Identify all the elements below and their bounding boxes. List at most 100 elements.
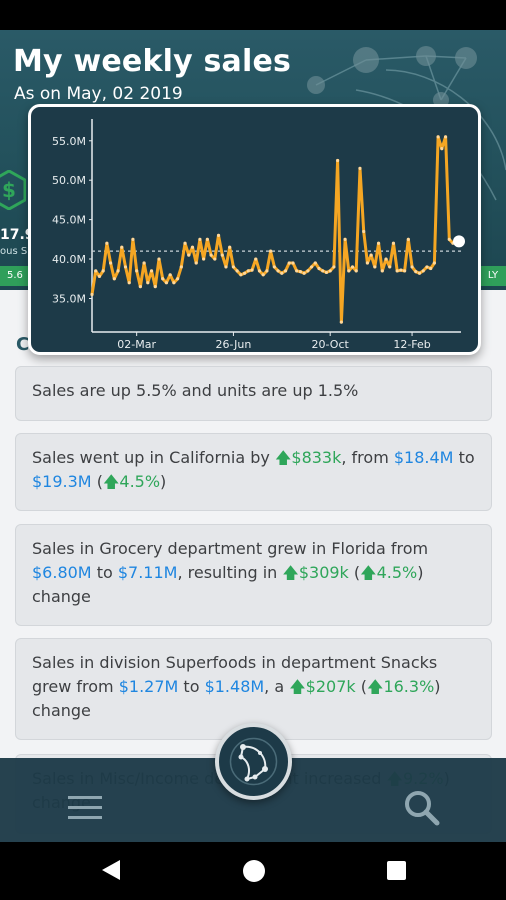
insights-heading: C bbox=[16, 334, 30, 355]
data-point bbox=[287, 261, 291, 265]
y-tick-label: 50.0M bbox=[52, 174, 86, 187]
data-point bbox=[380, 269, 384, 273]
data-point bbox=[131, 237, 135, 241]
data-point bbox=[213, 257, 217, 261]
home-circle-icon[interactable] bbox=[243, 860, 265, 882]
data-point bbox=[224, 265, 228, 269]
kpi-ly-badge: LY bbox=[480, 266, 506, 286]
network-logo-icon bbox=[229, 737, 278, 786]
insight-text: to bbox=[178, 677, 205, 696]
data-point bbox=[142, 261, 146, 265]
data-point bbox=[350, 265, 355, 269]
data-point bbox=[112, 277, 116, 281]
amount-value: $19.3M bbox=[32, 472, 92, 491]
network-logo-button[interactable] bbox=[215, 723, 292, 800]
amount-value: $7.11M bbox=[117, 563, 178, 582]
data-point bbox=[254, 257, 258, 261]
data-point bbox=[216, 233, 221, 237]
dollar-shield-icon: $ bbox=[0, 170, 26, 210]
data-point bbox=[239, 273, 243, 277]
data-point bbox=[328, 269, 332, 273]
x-tick-label: 02-Mar bbox=[117, 338, 156, 351]
insight-text: , from bbox=[341, 448, 394, 467]
data-point bbox=[157, 257, 161, 261]
data-point bbox=[280, 271, 284, 275]
data-point bbox=[209, 253, 213, 257]
data-point bbox=[373, 265, 377, 269]
data-point bbox=[161, 277, 165, 281]
status-bar bbox=[0, 0, 506, 30]
data-point bbox=[410, 265, 414, 269]
insight-card[interactable]: Sales in Grocery department grew in Flor… bbox=[15, 524, 492, 626]
data-point bbox=[425, 265, 429, 269]
data-point bbox=[343, 237, 347, 241]
data-point bbox=[395, 269, 399, 273]
data-point bbox=[354, 269, 358, 273]
data-point bbox=[391, 241, 396, 245]
sales-chart-card[interactable]: 35.0M 40.0M 45.0M 50.0M 55.0M 02-Mar 26-Jun 20… bbox=[28, 104, 481, 355]
amount-value: $6.80M bbox=[32, 563, 92, 582]
network-decoration-icon bbox=[307, 46, 506, 201]
x-tick-label: 12-Feb bbox=[393, 338, 430, 351]
insight-text: ) change bbox=[32, 677, 441, 720]
data-point bbox=[365, 261, 370, 265]
search-icon[interactable] bbox=[402, 788, 442, 828]
amount-value: $1.27M bbox=[118, 677, 179, 696]
y-tick-label: 40.0M bbox=[52, 253, 86, 266]
data-point bbox=[109, 261, 113, 265]
data-point bbox=[183, 241, 187, 245]
data-point bbox=[298, 270, 303, 274]
back-triangle-icon[interactable] bbox=[101, 859, 121, 881]
data-point bbox=[321, 269, 325, 273]
page-title: My weekly sales bbox=[13, 44, 292, 79]
y-tick-label: 45.0M bbox=[52, 214, 86, 227]
insight-text: Sales in Grocery department grew in Flor… bbox=[32, 539, 429, 558]
insight-text: Sales are up 5.5% and units are up 1.5% bbox=[32, 381, 359, 400]
data-point bbox=[257, 269, 262, 273]
data-point bbox=[429, 266, 433, 271]
data-point bbox=[421, 269, 425, 273]
data-point bbox=[324, 270, 329, 275]
data-point bbox=[179, 265, 183, 269]
insight-card[interactable]: Sales went up in California by 🡅$833k, f… bbox=[15, 433, 492, 511]
data-point bbox=[153, 285, 157, 289]
data-point bbox=[220, 253, 224, 257]
data-point bbox=[283, 269, 288, 273]
data-point bbox=[417, 271, 422, 275]
data-point bbox=[414, 270, 418, 274]
data-point bbox=[242, 271, 247, 275]
data-point bbox=[384, 257, 388, 261]
data-point bbox=[313, 261, 317, 265]
data-point bbox=[190, 245, 195, 249]
data-point bbox=[291, 261, 295, 265]
data-point bbox=[198, 237, 202, 241]
kpi-label: ous S bbox=[0, 246, 28, 257]
data-point bbox=[440, 147, 444, 151]
data-point bbox=[306, 269, 310, 273]
data-point bbox=[116, 269, 120, 273]
recent-apps-square-icon[interactable] bbox=[387, 861, 406, 880]
change-value: 🡅$833k bbox=[274, 448, 342, 467]
data-point bbox=[187, 253, 191, 257]
data-point bbox=[269, 249, 273, 253]
data-point bbox=[135, 269, 139, 273]
data-point bbox=[164, 281, 169, 285]
insight-text: to bbox=[453, 448, 475, 467]
insight-card[interactable]: Sales are up 5.5% and units are up 1.5% bbox=[15, 366, 492, 421]
insight-text: Sales in division Superfoods in departme… bbox=[32, 653, 438, 696]
amount-value: $18.4M bbox=[393, 448, 454, 467]
data-point bbox=[436, 135, 440, 139]
data-point bbox=[358, 166, 362, 170]
data-point bbox=[228, 245, 232, 249]
insight-text: to bbox=[91, 563, 118, 582]
insight-text: Sales went up in California by bbox=[32, 448, 275, 467]
y-tick-label: 35.0M bbox=[52, 292, 86, 305]
data-point bbox=[120, 245, 124, 249]
data-point bbox=[246, 269, 250, 273]
android-nav-bar bbox=[0, 842, 506, 900]
change-value: 🡅$309k bbox=[282, 563, 349, 582]
insight-text: ( bbox=[91, 472, 103, 491]
insight-text: ) bbox=[160, 472, 167, 491]
hamburger-menu-icon[interactable] bbox=[68, 796, 102, 820]
